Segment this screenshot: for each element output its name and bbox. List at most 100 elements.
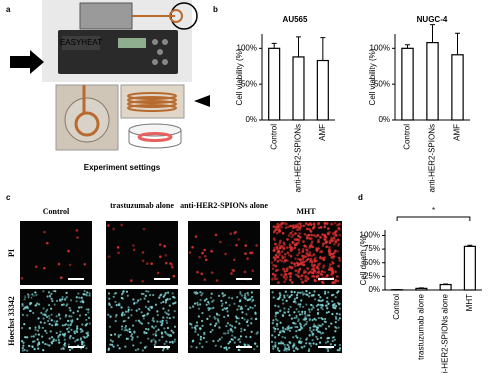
cell xyxy=(293,297,296,301)
cell xyxy=(87,334,90,337)
panel-label: b xyxy=(213,5,218,14)
cell xyxy=(114,291,117,295)
bar xyxy=(415,287,428,291)
cell xyxy=(279,239,282,243)
cell xyxy=(132,344,135,347)
cell xyxy=(292,300,295,304)
cell xyxy=(296,223,300,226)
cell xyxy=(233,341,236,344)
cell xyxy=(35,265,38,269)
cell xyxy=(83,263,87,266)
cell xyxy=(21,303,24,306)
cell xyxy=(53,303,56,306)
cell xyxy=(284,346,287,349)
cell xyxy=(311,338,314,342)
cell xyxy=(170,265,174,269)
cell xyxy=(333,242,336,246)
cell xyxy=(63,338,66,341)
cell xyxy=(331,261,335,265)
cell xyxy=(276,268,279,272)
cell xyxy=(331,300,334,303)
panel-label: d xyxy=(358,193,363,202)
cell xyxy=(147,300,150,303)
cell xyxy=(201,324,204,327)
cell xyxy=(280,222,284,225)
cell xyxy=(277,342,281,345)
cell xyxy=(232,258,236,262)
x-tick-label: AMF xyxy=(453,124,462,141)
cell xyxy=(334,315,337,318)
cell xyxy=(293,262,296,266)
cell xyxy=(321,244,325,248)
cell xyxy=(42,307,45,310)
cell xyxy=(50,292,53,295)
cell xyxy=(244,295,247,298)
cell xyxy=(295,314,298,317)
cell xyxy=(290,246,293,249)
cell xyxy=(213,316,216,319)
cell xyxy=(239,293,242,296)
cell xyxy=(155,330,158,333)
cell xyxy=(68,263,72,267)
cell xyxy=(234,326,237,329)
cell xyxy=(232,269,235,272)
cell xyxy=(75,296,78,299)
cell xyxy=(85,347,88,350)
cell xyxy=(306,234,309,238)
cell xyxy=(313,323,316,326)
cell xyxy=(299,260,303,263)
cell xyxy=(308,291,311,295)
cell xyxy=(305,293,308,296)
cell xyxy=(330,272,334,275)
cell xyxy=(107,348,110,351)
cell xyxy=(323,225,327,229)
cell xyxy=(326,296,329,299)
cell xyxy=(317,222,320,226)
cell xyxy=(140,292,144,295)
cell xyxy=(301,257,305,261)
cell xyxy=(164,301,168,304)
cell xyxy=(321,308,324,311)
cell xyxy=(209,296,213,299)
cell xyxy=(200,319,204,323)
cell xyxy=(331,281,335,285)
error-bar xyxy=(455,32,460,55)
cell xyxy=(296,325,299,329)
cell xyxy=(298,228,302,231)
cell xyxy=(278,227,281,230)
cell xyxy=(255,317,258,320)
cell xyxy=(69,309,72,312)
cell xyxy=(277,243,281,247)
cell xyxy=(59,276,63,280)
cell xyxy=(68,315,71,318)
error-bar xyxy=(320,37,326,61)
cell xyxy=(64,297,67,300)
cell xyxy=(289,295,292,298)
cell xyxy=(207,302,211,305)
cell xyxy=(85,308,88,311)
cell xyxy=(168,304,171,307)
cell xyxy=(228,296,231,299)
cell xyxy=(327,291,330,294)
cell xyxy=(330,322,333,325)
cell xyxy=(201,345,204,348)
cell xyxy=(127,310,130,313)
cell xyxy=(277,333,280,337)
cell xyxy=(247,308,250,311)
cell xyxy=(114,315,117,318)
cell xyxy=(215,322,218,325)
cell xyxy=(333,338,336,341)
cell xyxy=(210,271,214,274)
y-tick-label: 100% xyxy=(360,231,380,240)
column-header: anti-HER2-SPIONs alone xyxy=(180,201,268,210)
cell xyxy=(50,307,53,310)
cell xyxy=(332,236,336,240)
cell xyxy=(199,291,202,294)
cell xyxy=(48,344,51,347)
cell xyxy=(170,263,174,266)
device-button xyxy=(162,39,168,45)
cell xyxy=(53,320,56,323)
cell xyxy=(147,322,150,325)
cell xyxy=(59,330,62,333)
cell xyxy=(36,338,39,341)
